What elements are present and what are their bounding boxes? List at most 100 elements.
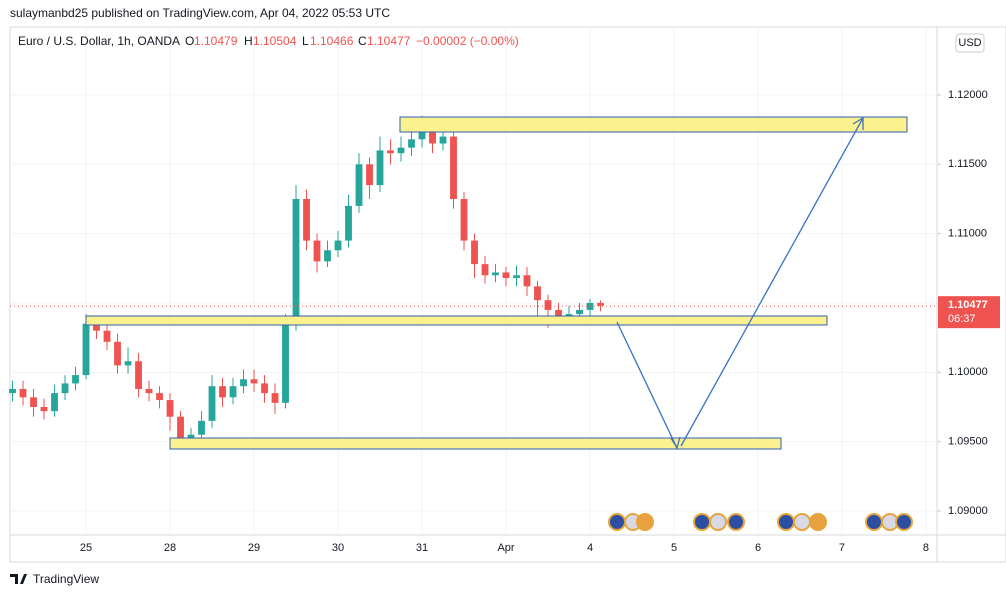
- candle-body: [376, 150, 384, 186]
- candle-body: [502, 272, 510, 279]
- y-tick-label: 1.11000: [948, 228, 987, 240]
- plot: 1.090001.095001.100001.105001.110001.115…: [9, 27, 988, 554]
- arrow-head: [670, 436, 681, 450]
- candle-body: [492, 272, 499, 276]
- candle-body: [282, 323, 289, 403]
- candle-body: [397, 147, 405, 154]
- candle-body: [387, 150, 394, 154]
- candle-body: [82, 323, 90, 376]
- candle-body: [565, 314, 573, 317]
- candle-body: [534, 286, 541, 301]
- y-tick-label: 1.12000: [948, 89, 988, 101]
- candle-body: [198, 420, 205, 435]
- candle-body: [439, 136, 447, 144]
- candle-body: [219, 386, 226, 398]
- tradingview-logo: TradingView: [10, 572, 99, 586]
- brand: TradingView: [33, 572, 99, 586]
- candle-body: [72, 375, 79, 384]
- resistance-zone: [399, 116, 908, 133]
- candle-body: [156, 393, 163, 401]
- candle-body: [166, 400, 174, 417]
- candle-body: [471, 240, 478, 265]
- legend-value: 1.10477: [367, 34, 411, 48]
- candle-body: [334, 240, 342, 251]
- candle-body: [93, 323, 100, 331]
- candle-body: [19, 388, 27, 398]
- x-tick-label: 4: [587, 542, 593, 554]
- candle-body: [408, 139, 415, 148]
- y-tick-label: 1.11500: [948, 158, 987, 170]
- x-tick-label: 28: [164, 542, 176, 554]
- candle-body: [187, 434, 195, 439]
- candle-body: [544, 300, 552, 310]
- arrow-head: [852, 116, 864, 130]
- candle-body: [450, 136, 457, 199]
- legend-value: 1.10504: [253, 34, 297, 48]
- legend-key: H: [244, 34, 253, 48]
- legend-value: 1.10479: [194, 34, 238, 48]
- candle-body: [9, 388, 16, 394]
- last-price-label: 1.10477: [948, 299, 988, 311]
- x-tick-label: 29: [248, 542, 260, 554]
- event-icon: [793, 513, 811, 531]
- candle-body: [513, 275, 520, 279]
- candle-body: [261, 383, 268, 394]
- event-icon: [809, 513, 827, 531]
- event-icon: [777, 513, 795, 531]
- candle-body: [229, 386, 237, 398]
- event-icon: [727, 513, 745, 531]
- candle-body: [429, 125, 436, 144]
- candle-body: [145, 388, 153, 394]
- projection-arrow: [680, 117, 864, 447]
- currency-button[interactable]: [955, 33, 985, 53]
- event-icon: [693, 513, 711, 531]
- event-icon: [709, 513, 727, 531]
- x-tick-label: 6: [755, 542, 761, 554]
- x-tick-label: 7: [839, 542, 845, 554]
- event-icon: [865, 513, 883, 531]
- candle-body: [208, 386, 216, 421]
- candle-body: [576, 309, 583, 315]
- legend-key: L: [302, 34, 309, 48]
- x-tick-label: Apr: [497, 542, 514, 554]
- logo-mark: [10, 574, 27, 584]
- candle-body: [324, 250, 331, 262]
- candle-body: [366, 164, 373, 186]
- y-tick-label: 1.10000: [948, 366, 988, 378]
- y-tick-label: 1.09500: [948, 436, 988, 448]
- symbol: Euro / U.S. Dollar, 1h, OANDA: [18, 34, 180, 48]
- candle-body: [135, 361, 142, 389]
- candle-body: [481, 264, 489, 276]
- candle-body: [177, 416, 184, 439]
- candle-body: [313, 240, 321, 262]
- candle-body: [103, 330, 111, 342]
- candle-body: [303, 198, 310, 241]
- candle-body: [124, 361, 132, 366]
- candle-body: [355, 164, 363, 206]
- currency[interactable]: USD: [958, 37, 981, 49]
- candle-body: [292, 198, 300, 324]
- projection-arrow: [616, 321, 678, 449]
- x-tick-label: 31: [416, 542, 428, 554]
- candle-body: [460, 198, 468, 241]
- x-tick-label: 25: [80, 542, 92, 554]
- candle-body: [345, 205, 352, 241]
- event-icon: [636, 513, 654, 531]
- candle-body: [61, 383, 69, 394]
- event-icon: [895, 513, 913, 531]
- candle-body: [271, 393, 279, 403]
- candle-body: [30, 397, 37, 407]
- x-tick-label: 5: [671, 542, 677, 554]
- countdown: 06:37: [948, 313, 976, 325]
- legend-value: 1.10466: [310, 34, 354, 48]
- chart-frame: [9, 26, 1006, 563]
- candle-body: [250, 379, 258, 384]
- candle-body: [523, 275, 531, 287]
- legend-key: C: [358, 34, 367, 48]
- x-tick-label: 8: [923, 542, 929, 554]
- event-icon: [608, 513, 626, 531]
- candle-body: [555, 309, 562, 317]
- y-tick-label: 1.09000: [948, 505, 988, 517]
